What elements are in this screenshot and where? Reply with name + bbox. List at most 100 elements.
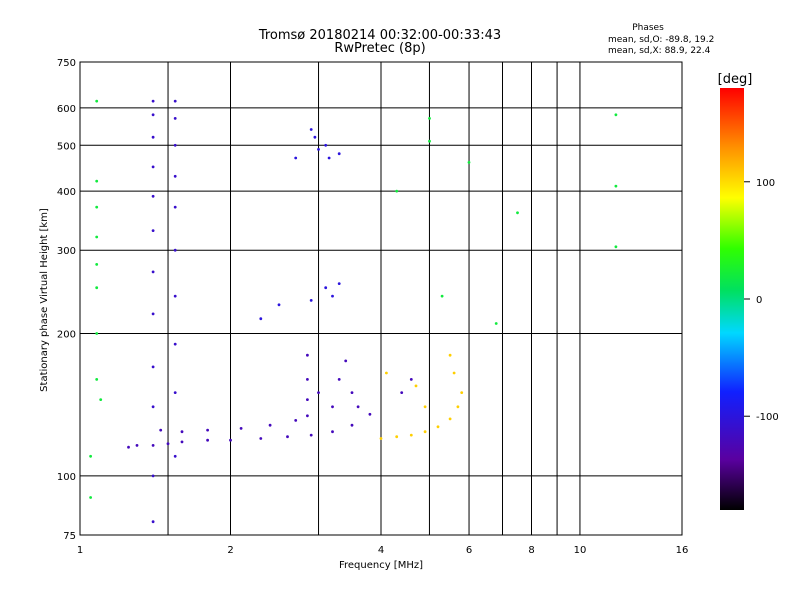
data-point — [456, 405, 460, 409]
data-point — [448, 417, 452, 421]
y-tick-label: 400 — [57, 187, 76, 198]
data-point — [614, 245, 618, 249]
data-point — [337, 378, 341, 381]
data-point — [440, 294, 444, 298]
data-point — [151, 113, 155, 117]
data-point — [151, 270, 155, 274]
data-point — [159, 428, 163, 432]
data-point — [379, 437, 383, 440]
data-point — [151, 99, 155, 103]
data-point — [306, 414, 309, 418]
data-point — [309, 433, 313, 437]
data-point — [516, 211, 519, 215]
data-point — [494, 322, 498, 325]
y-tick-label: 500 — [57, 141, 76, 152]
data-point — [99, 398, 103, 401]
data-point — [337, 152, 341, 156]
colorbar-tick-label: -100 — [756, 412, 779, 423]
data-point — [229, 438, 232, 442]
data-point — [206, 428, 210, 432]
data-point — [344, 359, 348, 363]
data-point — [286, 435, 289, 439]
colorbar-tick-label: 0 — [756, 295, 762, 306]
data-point — [180, 430, 184, 434]
data-point — [423, 405, 427, 409]
data-point — [239, 427, 243, 430]
data-point — [173, 99, 177, 103]
data-point — [423, 430, 427, 434]
data-point — [368, 412, 372, 416]
data-point — [309, 299, 313, 302]
data-point — [151, 194, 155, 198]
colorbar — [720, 88, 744, 510]
data-point — [173, 174, 177, 178]
data-point — [324, 286, 328, 290]
data-point — [400, 391, 404, 394]
data-point — [395, 435, 399, 439]
chart-title: Tromsø 20180214 00:32:00-00:33:43 — [258, 28, 501, 43]
data-point — [206, 438, 210, 442]
data-point — [313, 135, 317, 139]
data-point — [89, 496, 92, 499]
data-point — [306, 378, 309, 381]
data-point — [173, 117, 177, 120]
data-point — [259, 317, 263, 321]
x-tick-label: 4 — [378, 545, 384, 556]
data-point — [331, 430, 334, 434]
data-point — [173, 205, 177, 209]
data-point — [428, 117, 431, 120]
data-point — [268, 423, 272, 427]
data-point — [448, 353, 452, 357]
data-point — [337, 282, 341, 285]
data-point — [151, 312, 155, 316]
data-point — [173, 248, 177, 252]
y-tick-label: 600 — [57, 104, 76, 115]
x-tick-label: 10 — [574, 545, 587, 556]
data-point — [306, 353, 309, 357]
data-point — [95, 99, 99, 103]
data-point — [151, 474, 155, 478]
data-point — [135, 444, 139, 447]
data-point — [614, 184, 618, 188]
stats-line-o: mean, sd,O: -89.8, 19.2 — [608, 35, 714, 45]
data-point — [127, 445, 130, 449]
data-point — [436, 425, 440, 429]
colorbar-tick-label: 100 — [756, 178, 775, 189]
data-point — [151, 229, 155, 233]
x-tick-label: 1 — [77, 545, 83, 556]
x-tick-label: 6 — [466, 545, 472, 556]
data-point — [180, 440, 184, 444]
y-tick-label: 750 — [57, 58, 76, 69]
data-point — [151, 405, 155, 409]
data-point — [95, 235, 99, 239]
y-tick-label: 100 — [57, 472, 76, 483]
data-point — [151, 165, 155, 169]
data-point — [95, 263, 99, 266]
data-point — [95, 332, 99, 335]
data-point — [173, 143, 177, 147]
data-point — [95, 378, 99, 381]
data-point — [614, 113, 618, 117]
data-point — [259, 437, 263, 440]
data-point — [356, 405, 360, 409]
data-point — [428, 139, 431, 143]
x-tick-label: 16 — [676, 545, 689, 556]
data-point — [151, 135, 155, 139]
data-point — [151, 444, 155, 447]
stats-line-x: mean, sd,X: 88.9, 22.4 — [608, 46, 711, 56]
x-axis-label: Frequency [MHz] — [339, 560, 423, 571]
data-point — [460, 391, 464, 394]
data-point — [385, 371, 388, 375]
data-point — [294, 156, 298, 160]
data-point — [324, 143, 328, 147]
y-tick-label: 300 — [57, 246, 76, 257]
data-point — [173, 342, 177, 346]
data-point — [95, 205, 99, 209]
data-point — [327, 156, 331, 160]
colorbar-label: [deg] — [718, 72, 753, 87]
data-point — [331, 405, 334, 409]
data-point — [294, 419, 298, 422]
y-axis-label: Stationary phase Virtual Height [km] — [39, 208, 50, 392]
